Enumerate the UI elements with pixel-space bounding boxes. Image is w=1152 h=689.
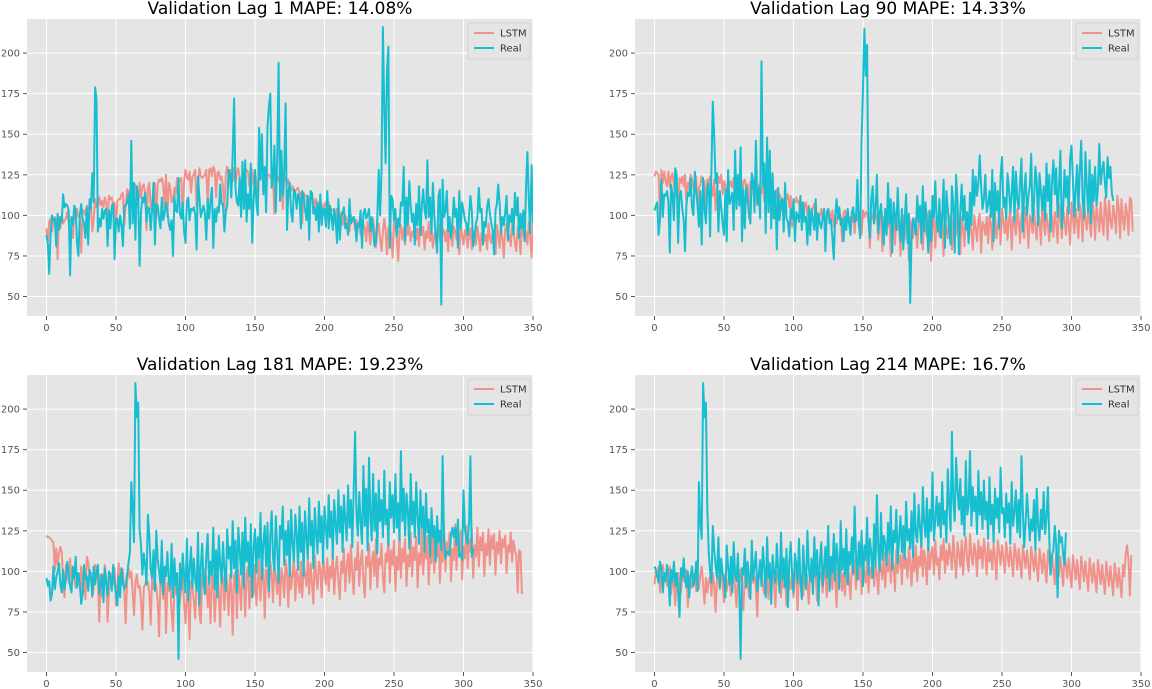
x-tick-label: 350	[523, 323, 542, 334]
x-tick-label: 100	[784, 679, 803, 689]
y-tick-label: 200	[609, 49, 628, 60]
y-tick-label: 100	[609, 567, 628, 578]
series-line-real	[653, 27, 1115, 304]
series-group	[45, 26, 533, 306]
y-tick-label: 175	[1, 445, 20, 456]
legend: LSTM Real	[1075, 22, 1139, 60]
chart-panel-3: 0 50 100 150 200 250 300 350 50 75 100 125 150 175 200…	[1, 355, 543, 689]
y-tick-label: 100	[1, 211, 20, 222]
series-line-real	[653, 382, 1067, 660]
chart-panel-4: 0 50 100 150 200 250 300 350 50 75 100 125 150 175 200…	[609, 355, 1151, 689]
y-tick-label: 50	[615, 292, 628, 303]
x-tick-label: 150	[245, 679, 264, 689]
y-tick-label: 50	[615, 648, 628, 659]
x-tick-label: 250	[384, 679, 403, 689]
y-tick-label: 200	[609, 405, 628, 416]
y-tick-label: 175	[1, 89, 20, 100]
y-tick-label: 200	[1, 49, 20, 60]
series-line-lstm	[45, 523, 523, 641]
x-tick-label: 0	[651, 323, 657, 334]
grid	[27, 19, 534, 316]
legend: LSTM Real	[467, 22, 531, 60]
legend: LSTM Real	[1075, 378, 1139, 416]
x-tick-label: 250	[992, 679, 1011, 689]
y-tick-label: 100	[1, 567, 20, 578]
x-tick-label: 100	[176, 679, 195, 689]
y-tick-label: 125	[1, 526, 20, 537]
y-tick-label: 150	[1, 130, 20, 141]
x-tick-label: 250	[384, 323, 403, 334]
y-tick-label: 150	[1, 486, 20, 497]
y-tick-label: 75	[615, 607, 628, 618]
x-tick-label: 300	[454, 323, 473, 334]
legend-label-real: Real	[1108, 44, 1130, 55]
x-tick-label: 350	[1131, 323, 1150, 334]
x-tick-label: 50	[110, 323, 123, 334]
legend-label-lstm: LSTM	[500, 385, 527, 396]
y-tick-label: 100	[609, 211, 628, 222]
legend-label-lstm: LSTM	[1108, 29, 1135, 40]
chart-panel-2: 0 50 100 150 200 250 300 350 50 75 100 125 150 175 200…	[609, 0, 1151, 334]
series-group	[653, 382, 1133, 660]
y-tick-label: 125	[1, 170, 20, 181]
x-tick-label: 350	[1131, 679, 1150, 689]
x-tick-label: 150	[853, 679, 872, 689]
x-tick-label: 50	[718, 323, 731, 334]
series-group	[653, 27, 1134, 304]
legend-label-real: Real	[500, 400, 522, 411]
plot-background	[27, 375, 533, 672]
chart-title: Validation Lag 214 MAPE: 16.7%	[750, 355, 1026, 375]
y-tick-label: 125	[609, 170, 628, 181]
series-line-real	[45, 26, 533, 306]
y-tick-label: 200	[1, 405, 20, 416]
chart-title: Validation Lag 181 MAPE: 19.23%	[137, 355, 424, 375]
y-tick-label: 50	[7, 292, 20, 303]
y-tick-label: 50	[7, 648, 20, 659]
x-tick-label: 300	[1062, 679, 1081, 689]
y-tick-label: 75	[7, 607, 20, 618]
x-tick-label: 250	[992, 323, 1011, 334]
legend-label-real: Real	[500, 44, 522, 55]
x-tick-label: 200	[315, 679, 334, 689]
y-tick-label: 175	[609, 89, 628, 100]
x-tick-label: 100	[176, 323, 195, 334]
x-tick-label: 200	[923, 679, 942, 689]
chart-title: Validation Lag 90 MAPE: 14.33%	[750, 0, 1026, 19]
y-tick-label: 75	[7, 251, 20, 262]
y-tick-label: 175	[609, 445, 628, 456]
x-tick-label: 50	[718, 679, 731, 689]
x-tick-label: 100	[784, 323, 803, 334]
y-tick-label: 125	[609, 526, 628, 537]
y-tick-label: 150	[609, 486, 628, 497]
x-tick-label: 300	[1062, 323, 1081, 334]
x-tick-label: 150	[853, 323, 872, 334]
x-tick-label: 300	[454, 679, 473, 689]
chart-title: Validation Lag 1 MAPE: 14.08%	[148, 0, 413, 19]
y-tick-label: 75	[615, 251, 628, 262]
x-tick-label: 200	[923, 323, 942, 334]
x-tick-label: 0	[43, 679, 49, 689]
legend-label-real: Real	[1108, 400, 1130, 411]
x-tick-label: 0	[651, 679, 657, 689]
legend: LSTM Real	[467, 378, 531, 416]
x-tick-label: 150	[245, 323, 264, 334]
legend-label-lstm: LSTM	[1108, 385, 1135, 396]
x-tick-label: 50	[110, 679, 123, 689]
x-tick-label: 200	[315, 323, 334, 334]
chart-panel-1: 0 50 100 150 200 250 300 350 50 75 100 125 150 175 200…	[1, 0, 543, 334]
x-tick-label: 350	[523, 679, 542, 689]
y-tick-label: 150	[609, 130, 628, 141]
legend-label-lstm: LSTM	[500, 29, 527, 40]
x-tick-label: 0	[43, 323, 49, 334]
series-group	[45, 382, 523, 660]
series-line-real	[45, 382, 475, 660]
